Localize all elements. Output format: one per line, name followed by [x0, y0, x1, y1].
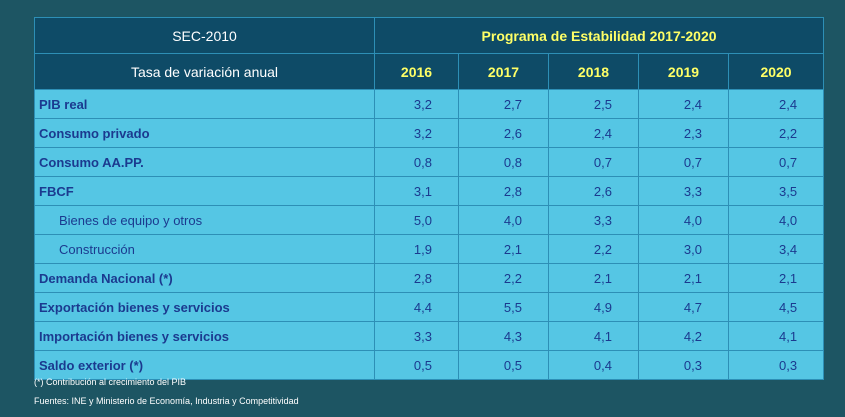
value-cell: 4,0 — [458, 205, 549, 235]
value-cell: 4,4 — [374, 292, 459, 322]
header-sec-label: SEC-2010 — [34, 17, 375, 54]
table-row: Consumo privado 3,2 2,6 2,4 2,3 2,2 — [34, 118, 825, 148]
value-cell: 3,3 — [638, 176, 729, 206]
row-label: Importación bienes y servicios — [34, 321, 375, 351]
value-cell: 0,5 — [374, 350, 459, 380]
value-cell: 2,1 — [458, 234, 549, 264]
value-cell: 3,0 — [638, 234, 729, 264]
value-cell: 0,7 — [548, 147, 639, 177]
value-cell: 4,2 — [638, 321, 729, 351]
sources-note: Fuentes: INE y Ministerio de Economía, I… — [34, 396, 299, 406]
value-cell: 2,7 — [458, 89, 549, 119]
footnote: (*) Contribución al crecimiento del PIB — [34, 377, 187, 387]
value-cell: 2,8 — [458, 176, 549, 206]
table-row: PIB real 3,2 2,7 2,5 2,4 2,4 — [34, 89, 825, 119]
value-cell: 3,3 — [548, 205, 639, 235]
value-cell: 3,2 — [374, 89, 459, 119]
row-label: Construcción — [34, 234, 375, 264]
value-cell: 0,3 — [727, 350, 825, 380]
value-cell: 2,1 — [548, 263, 639, 293]
value-cell: 2,3 — [638, 118, 729, 148]
row-label: Saldo exterior (*) — [34, 350, 375, 380]
row-label: Consumo AA.PP. — [34, 147, 375, 177]
value-cell: 3,2 — [374, 118, 459, 148]
value-cell: 2,8 — [374, 263, 459, 293]
value-cell: 0,8 — [458, 147, 549, 177]
value-cell: 2,6 — [548, 176, 639, 206]
value-cell: 4,9 — [548, 292, 639, 322]
value-cell: 3,3 — [374, 321, 459, 351]
value-cell: 4,7 — [638, 292, 729, 322]
value-cell: 2,2 — [458, 263, 549, 293]
table-row: Demanda Nacional (*) 2,8 2,2 2,1 2,1 2,1 — [34, 263, 825, 293]
value-cell: 2,4 — [548, 118, 639, 148]
value-cell: 4,0 — [638, 205, 729, 235]
year-header: 2018 — [548, 53, 639, 90]
row-label: PIB real — [34, 89, 375, 119]
value-cell: 0,4 — [548, 350, 639, 380]
value-cell: 1,9 — [374, 234, 459, 264]
value-cell: 0,8 — [374, 147, 459, 177]
row-label: Bienes de equipo y otros — [34, 205, 375, 235]
value-cell: 4,1 — [727, 321, 825, 351]
forecast-table: SEC-2010 Programa de Estabilidad 2017-20… — [34, 17, 825, 380]
value-cell: 2,5 — [548, 89, 639, 119]
value-cell: 2,6 — [458, 118, 549, 148]
year-header: 2017 — [458, 53, 549, 90]
row-label: FBCF — [34, 176, 375, 206]
year-header: 2020 — [727, 53, 825, 90]
value-cell: 4,0 — [727, 205, 825, 235]
value-cell: 5,5 — [458, 292, 549, 322]
value-cell: 2,1 — [727, 263, 825, 293]
year-header: 2019 — [638, 53, 729, 90]
value-cell: 2,2 — [727, 118, 825, 148]
value-cell: 0,7 — [638, 147, 729, 177]
value-cell: 0,3 — [638, 350, 729, 380]
value-cell: 0,5 — [458, 350, 549, 380]
value-cell: 3,4 — [727, 234, 825, 264]
value-cell: 4,3 — [458, 321, 549, 351]
row-label: Demanda Nacional (*) — [34, 263, 375, 293]
value-cell: 2,4 — [727, 89, 825, 119]
table-row: Importación bienes y servicios 3,3 4,3 4,1 4… — [34, 321, 825, 351]
value-cell: 3,5 — [727, 176, 825, 206]
value-cell: 2,2 — [548, 234, 639, 264]
table-row: Saldo exterior (*) 0,5 0,5 0,4 0,3 0,3 — [34, 350, 825, 380]
value-cell: 2,1 — [638, 263, 729, 293]
table-row: FBCF 3,1 2,8 2,6 3,3 3,5 — [34, 176, 825, 206]
table-row: Consumo AA.PP. 0,8 0,8 0,7 0,7 0,7 — [34, 147, 825, 177]
header-row-years: Tasa de variación anual 2016 2017 2018 2… — [34, 53, 825, 90]
year-header: 2016 — [374, 53, 459, 90]
value-cell: 3,1 — [374, 176, 459, 206]
header-row-top: SEC-2010 Programa de Estabilidad 2017-20… — [34, 17, 825, 54]
table-row: Exportación bienes y servicios 4,4 5,5 4,9 4… — [34, 292, 825, 322]
header-rate-label: Tasa de variación anual — [34, 53, 375, 90]
value-cell: 5,0 — [374, 205, 459, 235]
forecast-table-container: SEC-2010 Programa de Estabilidad 2017-20… — [34, 17, 825, 380]
row-label: Consumo privado — [34, 118, 375, 148]
table-row: Bienes de equipo y otros 5,0 4,0 3,3 4,0 4,0 — [34, 205, 825, 235]
value-cell: 2,4 — [638, 89, 729, 119]
table-row: Construcción 1,9 2,1 2,2 3,0 3,4 — [34, 234, 825, 264]
row-label: Exportación bienes y servicios — [34, 292, 375, 322]
value-cell: 0,7 — [727, 147, 825, 177]
program-title: Programa de Estabilidad 2017-2020 — [373, 17, 825, 54]
value-cell: 4,5 — [727, 292, 825, 322]
value-cell: 4,1 — [548, 321, 639, 351]
